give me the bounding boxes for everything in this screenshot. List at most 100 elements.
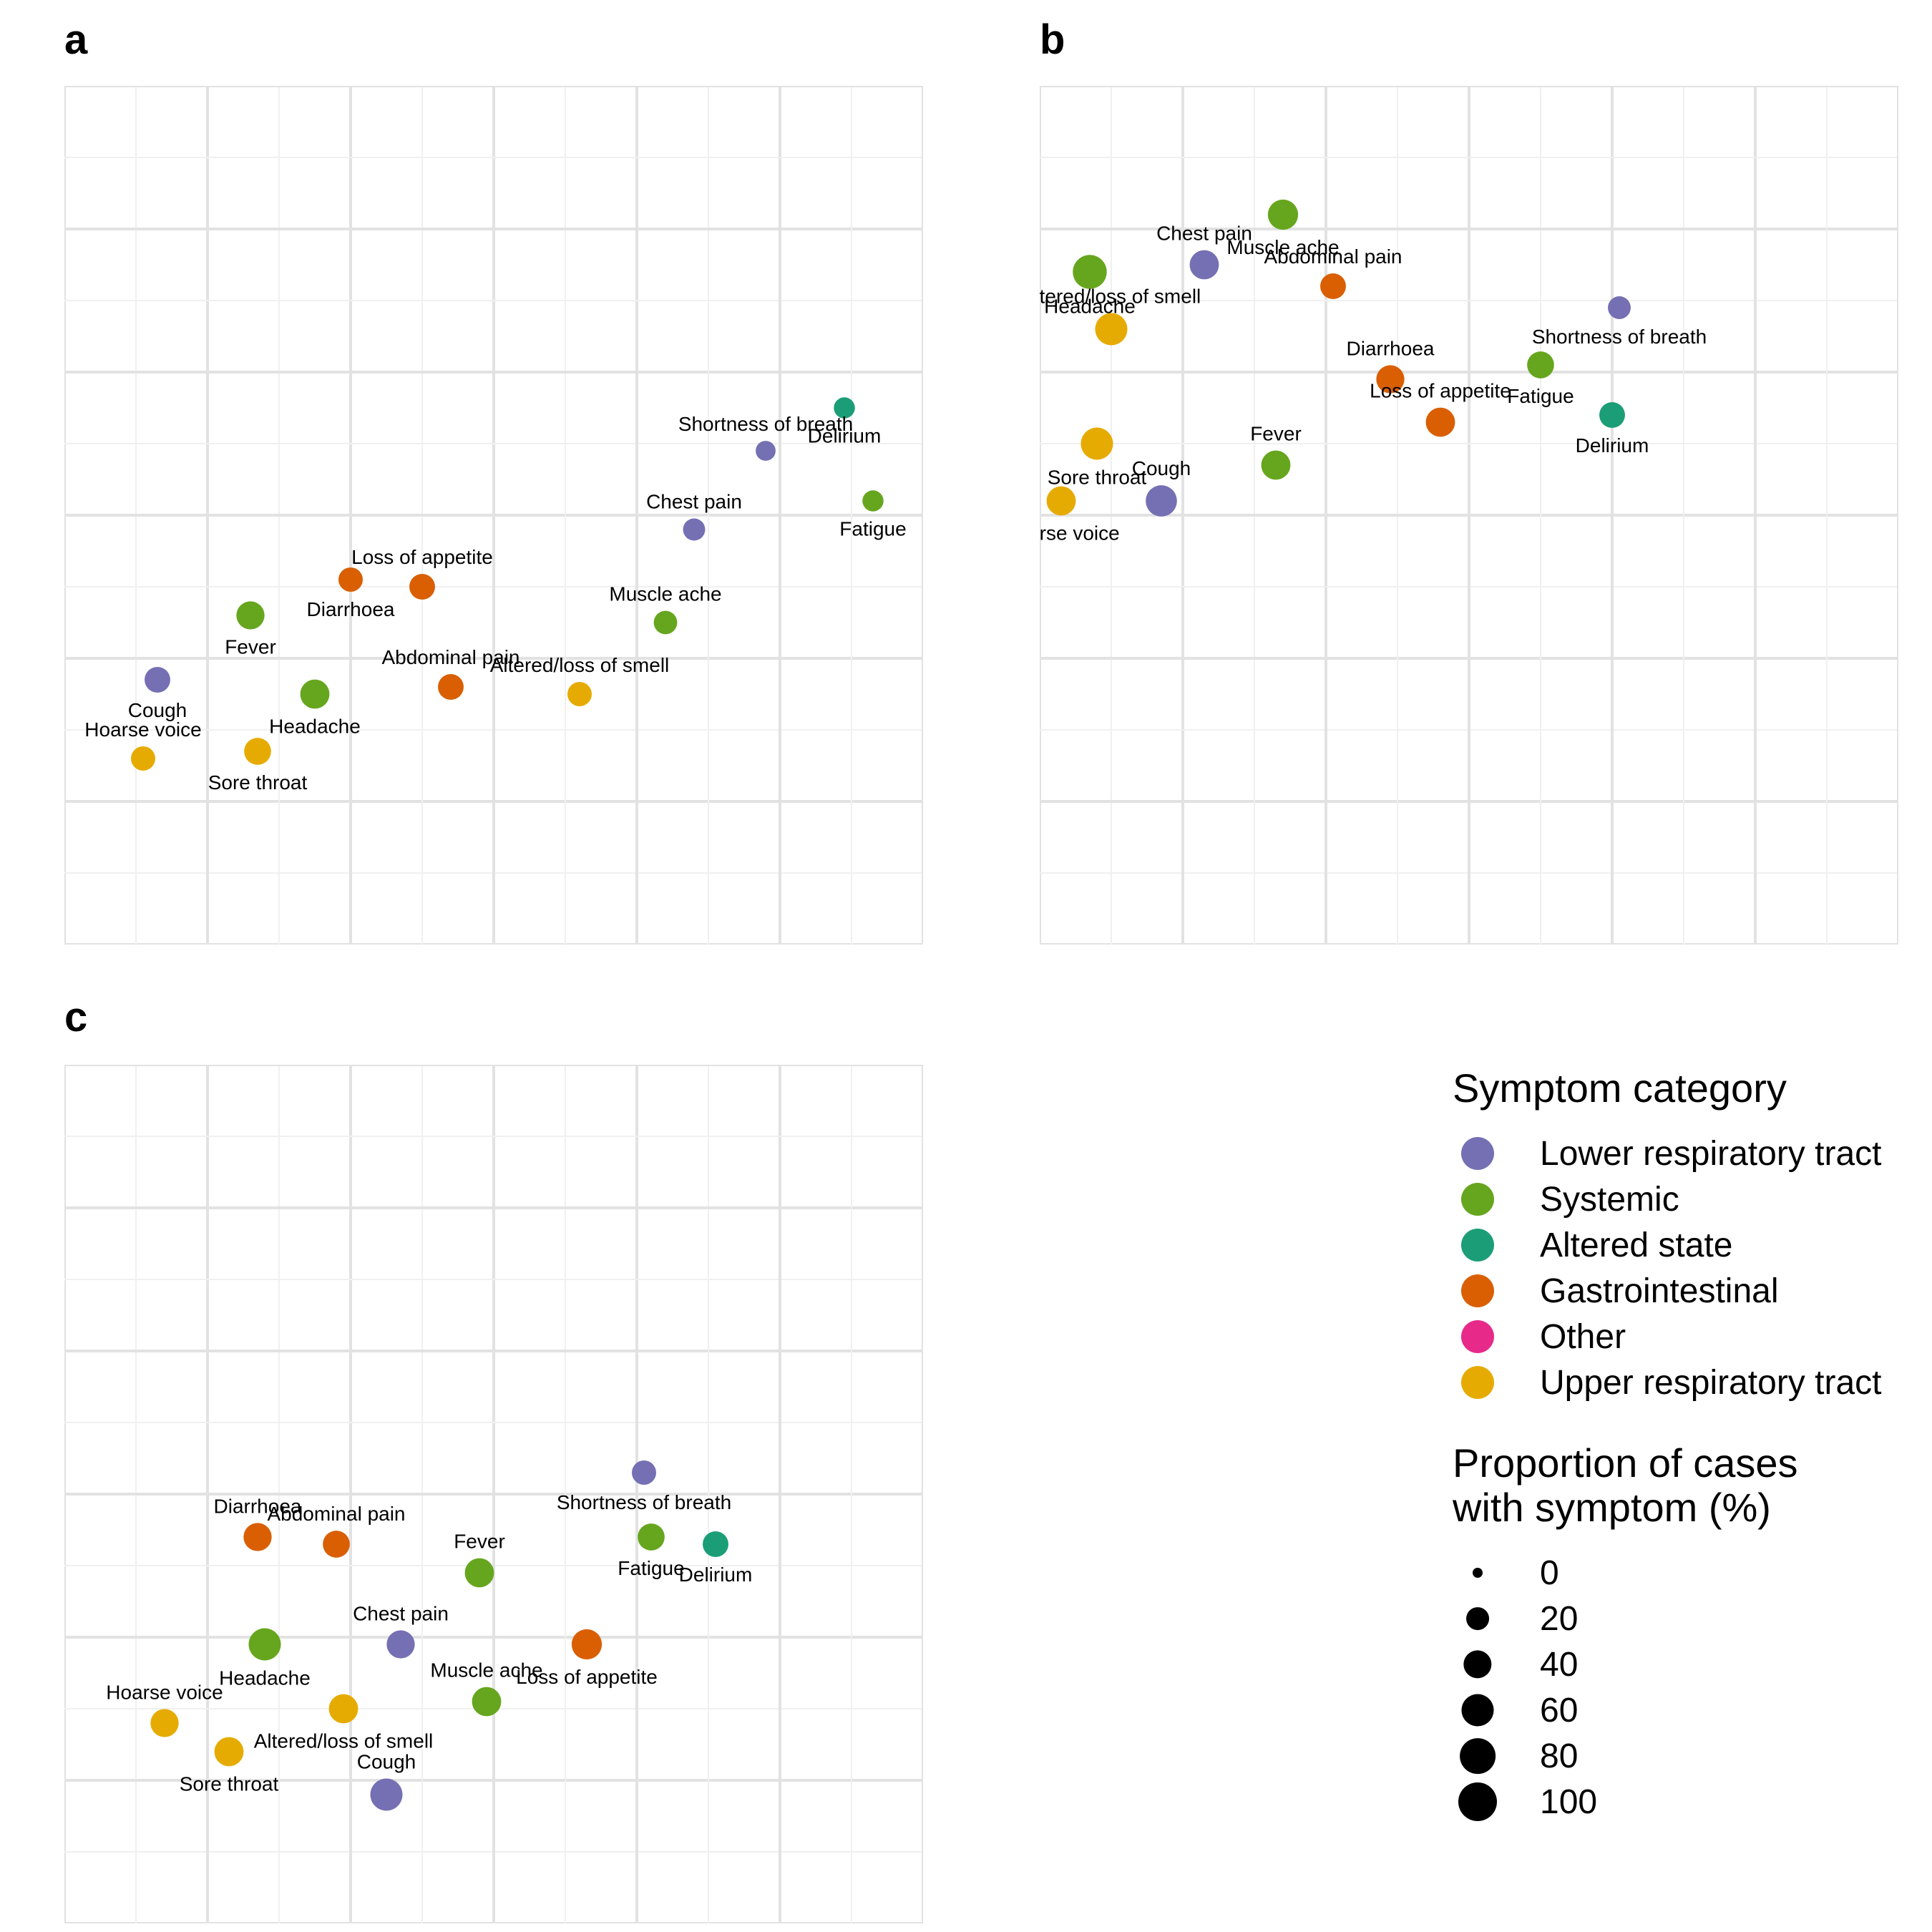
- legend-label: Altered state: [1540, 1226, 1733, 1264]
- legend-size-item-20: 20: [1453, 1596, 1911, 1641]
- point-fever: [1261, 450, 1291, 480]
- legend-swatch-upper-respiratory-tract: [1461, 1366, 1494, 1399]
- legend-item-altered-state: Altered state: [1453, 1222, 1911, 1268]
- legend-size-dot: [1461, 1694, 1494, 1727]
- legend-size-label: 40: [1540, 1645, 1579, 1684]
- legend-size-dot: [1460, 1738, 1496, 1774]
- point-label-chest-pain: Chest pain: [1156, 223, 1252, 245]
- legend-size-swatch-container: [1453, 1550, 1503, 1596]
- point-shortness-of-breath: [632, 1460, 656, 1485]
- point-diarrhoea: [338, 567, 363, 592]
- point-label-hoarse-voice: Hoarse voice: [84, 718, 201, 741]
- legend-size-item-100: 100: [1453, 1779, 1911, 1825]
- legend-item-lower-respiratory-tract: Lower respiratory tract: [1453, 1131, 1911, 1176]
- point-label-fever: Fever: [1250, 423, 1302, 445]
- point-label-hoarse-voice: Hoarse voice: [1040, 522, 1120, 544]
- legend-label: Gastrointestinal: [1540, 1272, 1779, 1310]
- point-label-delirium: Delirium: [808, 425, 882, 447]
- point-fever: [464, 1558, 494, 1588]
- legend-size-title-line1: Proportion of cases: [1453, 1440, 1798, 1485]
- point-chest-pain: [683, 518, 706, 541]
- legend-size-swatch-container: [1453, 1596, 1503, 1641]
- point-altered-loss-of-smell: [1095, 313, 1128, 346]
- point-headache: [1073, 255, 1107, 289]
- legend-size-label: 0: [1540, 1553, 1559, 1592]
- scatter-plot-c: Shortness of breath Diarrhoea Fatigue Abdom…: [64, 1065, 923, 1923]
- legend-color-title: Symptom category: [1453, 1065, 1787, 1111]
- point-label-fatigue: Fatigue: [1507, 385, 1574, 407]
- point-chest-pain: [1189, 250, 1219, 280]
- legend-swatch-systemic: [1461, 1183, 1494, 1216]
- point-label-cough: Cough: [1132, 457, 1191, 479]
- panel-letter-b: b: [1040, 16, 1065, 63]
- point-delirium: [834, 397, 855, 419]
- point-fatigue: [1527, 351, 1554, 379]
- legend-swatch-container: [1453, 1222, 1503, 1268]
- point-muscle-ache: [653, 610, 678, 635]
- point-label-loss-of-appetite: Loss of appetite: [516, 1666, 658, 1688]
- point-label-headache: Headache: [269, 715, 361, 737]
- point-label-cough: Cough: [357, 1751, 416, 1773]
- point-sore-throat: [1080, 427, 1113, 460]
- point-sore-throat: [244, 738, 271, 765]
- point-delirium: [1599, 402, 1625, 428]
- point-label-diarrhoea: Diarrhoea: [214, 1495, 302, 1517]
- legend-size-dot: [1463, 1650, 1492, 1679]
- legend-size-swatch-container: [1453, 1733, 1503, 1779]
- point-fatigue: [862, 490, 884, 512]
- point-shortness-of-breath: [1608, 296, 1631, 319]
- point-label-fatigue: Fatigue: [839, 518, 906, 540]
- legend-size-label: 20: [1540, 1599, 1579, 1638]
- point-shortness-of-breath: [756, 441, 776, 461]
- legend-label: Other: [1540, 1317, 1626, 1356]
- legend-swatch-container: [1453, 1131, 1503, 1176]
- point-label-headache: Headache: [219, 1667, 311, 1689]
- point-label-sore-throat: Sore throat: [180, 1772, 279, 1795]
- point-abdominal-pain: [438, 674, 464, 700]
- point-label-altered-loss-of-smell: Altered/loss of smell: [490, 654, 670, 676]
- point-fever: [236, 601, 265, 630]
- point-label-chest-pain: Chest pain: [353, 1602, 449, 1624]
- legend-swatch-lower-respiratory-tract: [1461, 1137, 1494, 1170]
- legend-size-title-line2: with symptom (%): [1453, 1485, 1771, 1530]
- legend-swatch-container: [1453, 1360, 1503, 1405]
- point-abdominal-pain: [323, 1531, 350, 1558]
- point-hoarse-voice: [131, 746, 155, 771]
- point-label-sore-throat: Sore throat: [208, 771, 308, 794]
- legend-label: Systemic: [1540, 1180, 1679, 1219]
- legend-label: Lower respiratory tract: [1540, 1134, 1882, 1173]
- point-label-diarrhoea: Diarrhoea: [1347, 337, 1435, 359]
- point-loss-of-appetite: [409, 574, 435, 600]
- point-label-altered-loss-of-smell: Altered/loss of smell: [1040, 286, 1201, 308]
- legend-size-dot: [1473, 1568, 1483, 1578]
- point-chest-pain: [386, 1630, 415, 1659]
- point-diarrhoea: [243, 1523, 272, 1551]
- point-label-delirium: Delirium: [679, 1563, 753, 1586]
- legend-size-swatch-container: [1453, 1687, 1503, 1733]
- legend: Symptom category Lower respiratory tract…: [1453, 1066, 1911, 1825]
- legend-size-label: 60: [1540, 1691, 1579, 1729]
- point-muscle-ache: [472, 1687, 502, 1717]
- legend-size-swatch-container: [1453, 1641, 1503, 1687]
- point-label-fatigue: Fatigue: [618, 1557, 684, 1579]
- point-cough: [145, 667, 170, 693]
- point-headache: [248, 1628, 281, 1661]
- point-abdominal-pain: [1320, 273, 1346, 299]
- legend-size-keys: 0 20 40 60 80 100: [1453, 1550, 1911, 1825]
- legend-color-keys: Lower respiratory tract Systemic Altered s…: [1453, 1131, 1911, 1405]
- panel-letter-c: c: [64, 994, 88, 1040]
- point-muscle-ache: [1267, 199, 1299, 230]
- legend-size-dot: [1466, 1607, 1489, 1630]
- point-cough: [370, 1778, 403, 1811]
- legend-size-title: Proportion of cases with symptom (%): [1453, 1441, 1911, 1530]
- legend-swatch-container: [1453, 1176, 1503, 1222]
- point-label-muscle-ache: Muscle ache: [1226, 236, 1339, 258]
- point-label-shortness-of-breath: Shortness of breath: [678, 413, 853, 435]
- point-altered-loss-of-smell: [567, 682, 592, 706]
- point-label-diarrhoea: Diarrhoea: [307, 598, 395, 620]
- point-label-fever: Fever: [225, 636, 276, 658]
- panel-letter-a: a: [64, 16, 88, 63]
